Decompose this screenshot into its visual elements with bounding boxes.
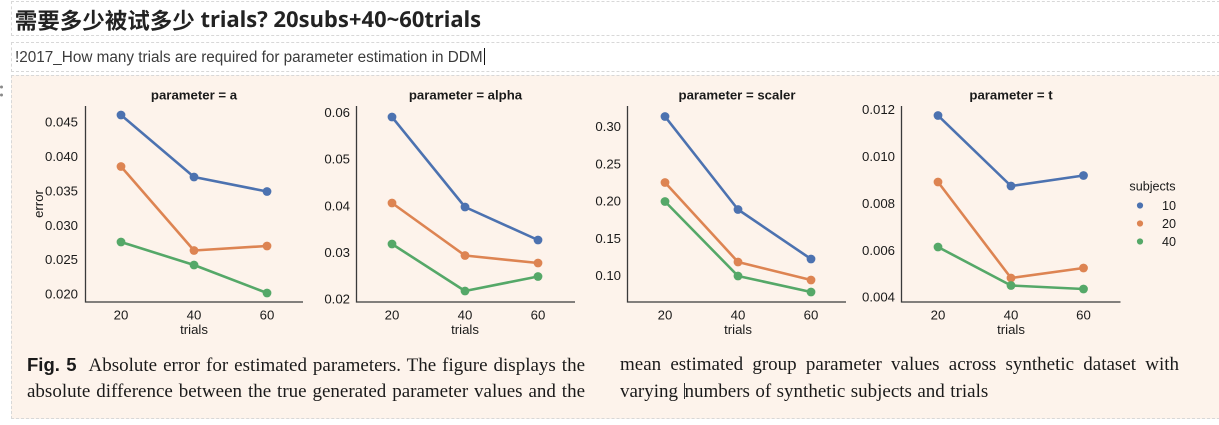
svg-text:parameter = t: parameter = t [969,88,1053,103]
svg-text:0.25: 0.25 [595,156,621,171]
svg-text:trials: trials [180,322,208,337]
svg-text:60: 60 [1076,308,1091,323]
svg-text:0.15: 0.15 [595,231,621,246]
svg-text:40: 40 [1004,308,1019,323]
svg-text:40: 40 [187,308,202,323]
svg-text:0.040: 0.040 [45,149,78,164]
svg-text:60: 60 [804,308,819,323]
svg-text:parameter = a: parameter = a [151,88,238,103]
svg-text:20: 20 [931,308,946,323]
svg-text:trials: trials [451,322,479,337]
svg-text:0.30: 0.30 [595,119,621,134]
svg-text:subjects: subjects [1129,180,1175,194]
svg-text:0.010: 0.010 [862,149,895,164]
svg-text:0.10: 0.10 [595,268,621,283]
svg-text:0.004: 0.004 [862,290,895,305]
svg-text:0.012: 0.012 [862,102,895,117]
svg-text:trials: trials [997,322,1025,337]
svg-text:error: error [31,189,46,217]
svg-text:0.006: 0.006 [862,243,895,258]
svg-text:0.035: 0.035 [45,183,78,198]
svg-text:20: 20 [385,308,400,323]
svg-text:0.03: 0.03 [324,245,350,260]
svg-text:0.02: 0.02 [324,292,350,307]
svg-text:parameter = scaler: parameter = scaler [679,88,796,103]
svg-text:parameter = alpha: parameter = alpha [409,88,523,103]
svg-text:trials: trials [724,322,752,337]
svg-text:10: 10 [1162,199,1176,213]
svg-text:0.20: 0.20 [595,194,621,209]
svg-text:0.030: 0.030 [45,218,78,233]
svg-text:40: 40 [1162,235,1176,249]
svg-text:40: 40 [731,308,746,323]
svg-text:0.008: 0.008 [862,196,895,211]
svg-text:60: 60 [531,308,546,323]
svg-text:0.06: 0.06 [324,105,350,120]
svg-text:20: 20 [114,308,129,323]
svg-text:0.045: 0.045 [45,115,78,130]
svg-text:0.04: 0.04 [324,198,350,213]
svg-text:20: 20 [1162,217,1176,231]
svg-text:0.020: 0.020 [45,287,78,302]
svg-text:40: 40 [458,308,473,323]
svg-text:60: 60 [260,308,275,323]
svg-text:20: 20 [658,308,673,323]
svg-text:0.025: 0.025 [45,252,78,267]
svg-text:0.05: 0.05 [324,152,350,167]
